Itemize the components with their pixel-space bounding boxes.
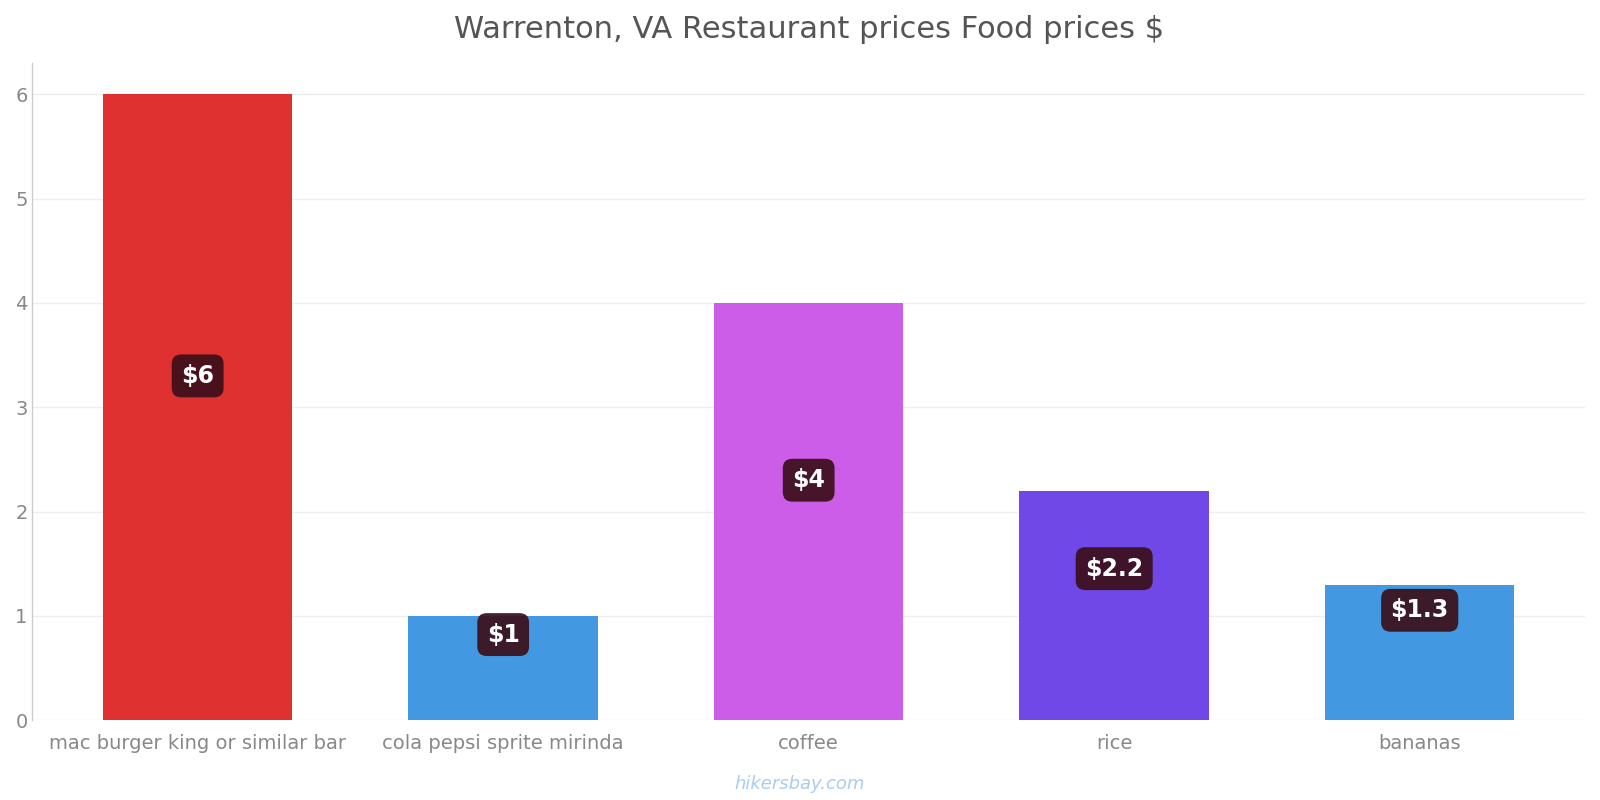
Bar (714, 303, 904, 720)
Text: $1: $1 (486, 622, 520, 646)
Text: $4: $4 (792, 468, 826, 492)
Bar (1019, 490, 1210, 720)
Text: $2.2: $2.2 (1085, 557, 1144, 581)
Bar (1325, 585, 1515, 720)
Text: hikersbay.com: hikersbay.com (734, 775, 866, 793)
Title: Warrenton, VA Restaurant prices Food prices $: Warrenton, VA Restaurant prices Food pri… (454, 15, 1163, 44)
Bar (408, 616, 598, 720)
Bar (102, 94, 293, 720)
Text: $6: $6 (181, 364, 214, 388)
Text: $1.3: $1.3 (1390, 598, 1450, 622)
